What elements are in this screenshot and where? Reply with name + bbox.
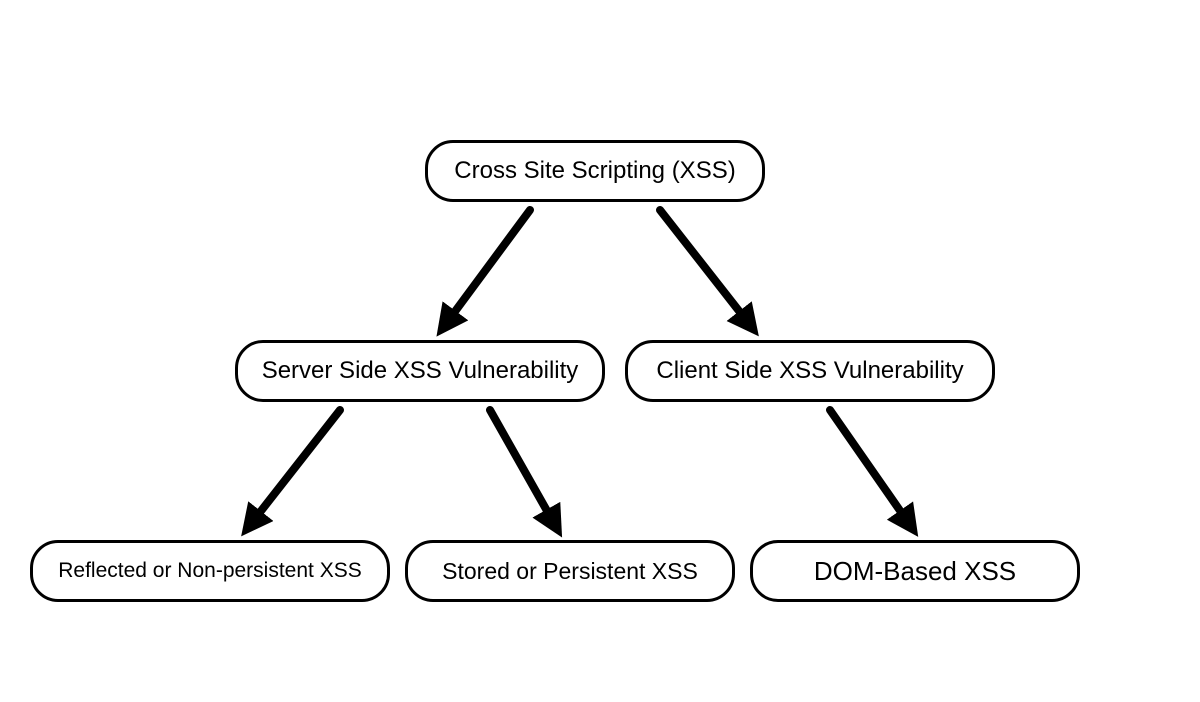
node-reflected: Reflected or Non-persistent XSS bbox=[30, 540, 390, 602]
edge-client-to-dom bbox=[830, 410, 910, 525]
edge-root-to-server bbox=[445, 210, 530, 325]
node-label: Reflected or Non-persistent XSS bbox=[58, 559, 361, 583]
node-dom: DOM-Based XSS bbox=[750, 540, 1080, 602]
edge-server-to-stored bbox=[490, 410, 555, 525]
node-root: Cross Site Scripting (XSS) bbox=[425, 140, 765, 202]
node-label: DOM-Based XSS bbox=[814, 556, 1016, 587]
node-label: Client Side XSS Vulnerability bbox=[656, 357, 963, 385]
node-stored: Stored or Persistent XSS bbox=[405, 540, 735, 602]
node-client: Client Side XSS Vulnerability bbox=[625, 340, 995, 402]
node-label: Cross Site Scripting (XSS) bbox=[454, 157, 735, 185]
node-label: Stored or Persistent XSS bbox=[442, 558, 698, 585]
node-label: Server Side XSS Vulnerability bbox=[262, 357, 579, 385]
node-server: Server Side XSS Vulnerability bbox=[235, 340, 605, 402]
edge-server-to-reflected bbox=[250, 410, 340, 525]
edge-root-to-client bbox=[660, 210, 750, 325]
